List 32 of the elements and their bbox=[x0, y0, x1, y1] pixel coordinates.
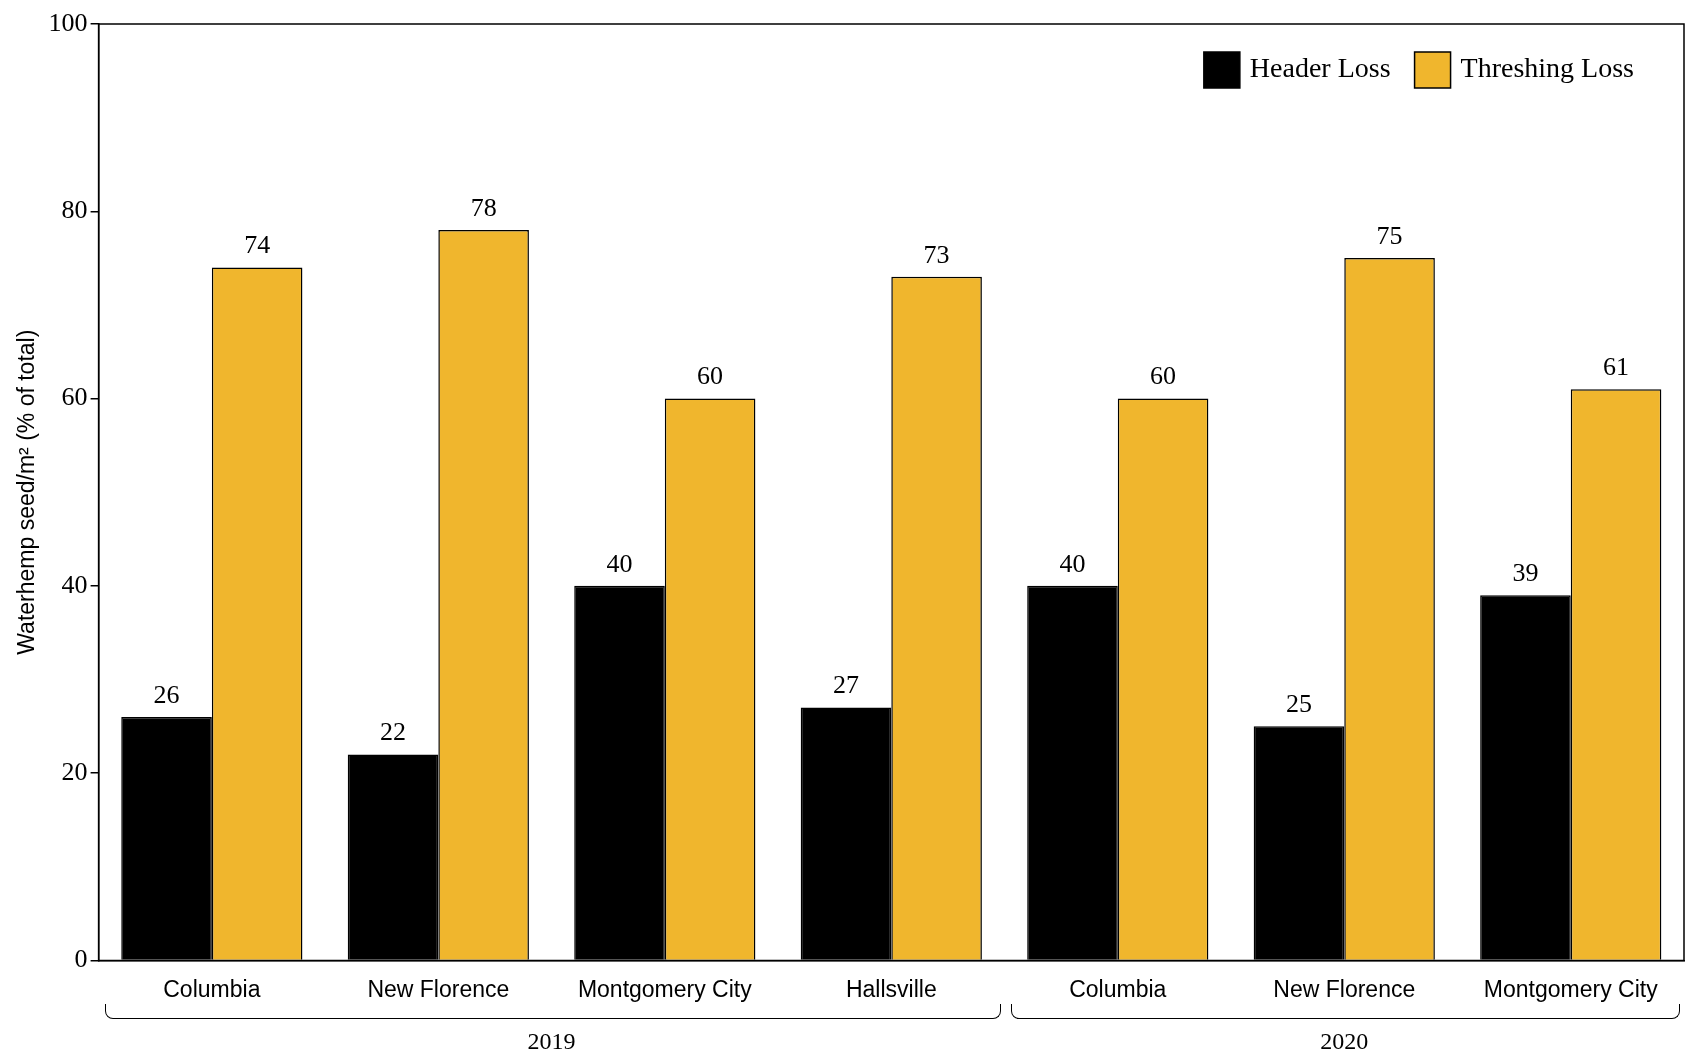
x-tick-label: Columbia bbox=[1069, 975, 1167, 1002]
data-label: 25 bbox=[1285, 689, 1312, 719]
legend-label: Header Loss bbox=[1249, 52, 1391, 84]
data-label: 22 bbox=[380, 717, 407, 747]
x-tick-label: New Florence bbox=[367, 975, 510, 1002]
data-label: 40 bbox=[606, 548, 633, 578]
y-tick-label: 40 bbox=[61, 569, 88, 599]
data-label: 40 bbox=[1059, 548, 1086, 578]
text: 2020 bbox=[1320, 1027, 1369, 1054]
data-label: 74 bbox=[244, 230, 271, 260]
data-label: 75 bbox=[1376, 220, 1403, 250]
text: 2019 bbox=[527, 1027, 576, 1054]
data-label: 60 bbox=[1150, 361, 1177, 391]
data-label: 61 bbox=[1603, 352, 1630, 382]
y-tick-label: 0 bbox=[74, 944, 88, 974]
data-label: 73 bbox=[923, 239, 950, 269]
x-tick-label: Montgomery City bbox=[1483, 975, 1659, 1002]
y-tick-label: 80 bbox=[61, 195, 88, 225]
data-label: 27 bbox=[833, 670, 859, 700]
x-tick-label: Columbia bbox=[163, 975, 261, 1002]
y-tick-label: 60 bbox=[61, 382, 88, 412]
data-label: 60 bbox=[697, 361, 724, 391]
legend-label: Threshing Loss bbox=[1460, 52, 1635, 84]
data-label: 26 bbox=[153, 679, 180, 709]
y-axis-title: Waterhemp seed/m² (% of total) bbox=[13, 329, 40, 655]
x-tick-label: New Florence bbox=[1273, 975, 1416, 1002]
y-tick-label: 20 bbox=[61, 756, 88, 786]
y-tick-label: 100 bbox=[48, 7, 88, 37]
data-label: 39 bbox=[1512, 558, 1539, 588]
data-label: 78 bbox=[470, 192, 497, 222]
x-tick-label: Hallsville bbox=[845, 975, 937, 1002]
x-tick-label: Montgomery City bbox=[577, 975, 753, 1002]
